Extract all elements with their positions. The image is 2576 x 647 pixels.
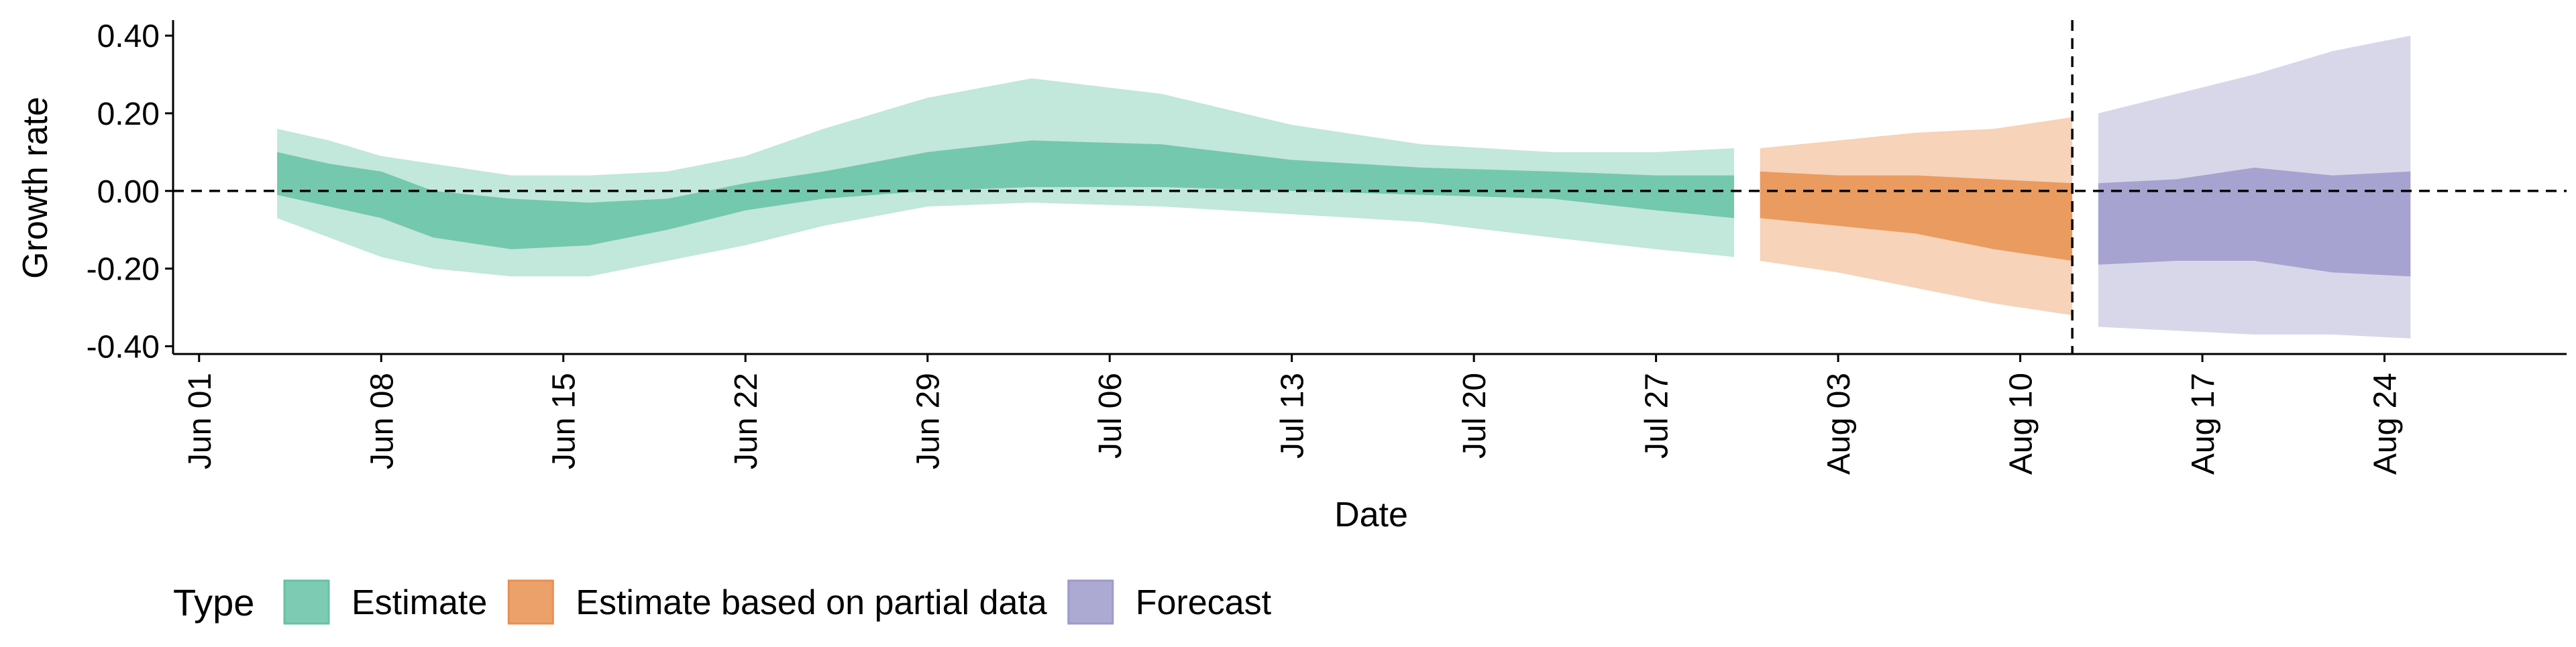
- y-axis-title: Growth rate: [16, 97, 55, 279]
- axes-layer: [172, 20, 2567, 355]
- x-tick-label: Jul 20: [1457, 373, 1493, 459]
- x-tick-label: Jul 13: [1275, 373, 1311, 459]
- x-tick-label: Aug 24: [2368, 373, 2404, 475]
- x-tick-label: Jun 29: [911, 373, 947, 469]
- x-ticks-layer: Jun 01 Jun 08 Jun 15 Jun 22 Jun 29 Jul 06 Jul …: [182, 354, 2404, 475]
- legend-key-estimate: [283, 579, 330, 625]
- legend-title: Type: [173, 581, 254, 624]
- x-tick-label: Jun 01: [182, 373, 218, 469]
- legend-key-estimate-based-on-partial-data: [507, 579, 554, 625]
- y-tick-label: -0.40: [87, 329, 160, 365]
- band-50-forecast: [2098, 168, 2411, 277]
- x-axis-title: Date: [1334, 495, 1408, 534]
- reference-lines-layer: [173, 20, 2567, 354]
- x-tick-label: Aug 03: [1821, 373, 1857, 475]
- x-tick-label: Jun 08: [364, 373, 400, 469]
- legend-key-forecast: [1067, 579, 1114, 625]
- legend: Type Estimate Estimate based on partial d…: [173, 579, 1272, 625]
- x-tick-label: Aug 17: [2186, 373, 2221, 475]
- legend-label-forecast: Forecast: [1136, 583, 1272, 622]
- legend-label-estimate: Estimate: [352, 583, 487, 622]
- y-tick-label: 0.40: [97, 19, 160, 54]
- x-tick-label: Jun 22: [729, 373, 764, 469]
- y-ticks-layer: 0.40 0.20 0.00 -0.20 -0.40: [87, 19, 173, 365]
- y-tick-label: 0.00: [97, 174, 160, 210]
- bands-layer: [277, 36, 2411, 339]
- y-tick-label: -0.20: [87, 252, 160, 288]
- x-tick-label: Jul 27: [1640, 373, 1675, 459]
- x-tick-label: Jul 06: [1093, 373, 1128, 459]
- legend-label-estimate-based-on-partial-data: Estimate based on partial data: [576, 583, 1047, 622]
- band-50-estimate: [277, 140, 1734, 249]
- x-tick-label: Jun 15: [547, 373, 582, 469]
- x-tick-label: Aug 10: [2004, 373, 2039, 475]
- y-tick-label: 0.20: [97, 97, 160, 132]
- band-50-estimate-based-on-partial-data: [1760, 171, 2073, 261]
